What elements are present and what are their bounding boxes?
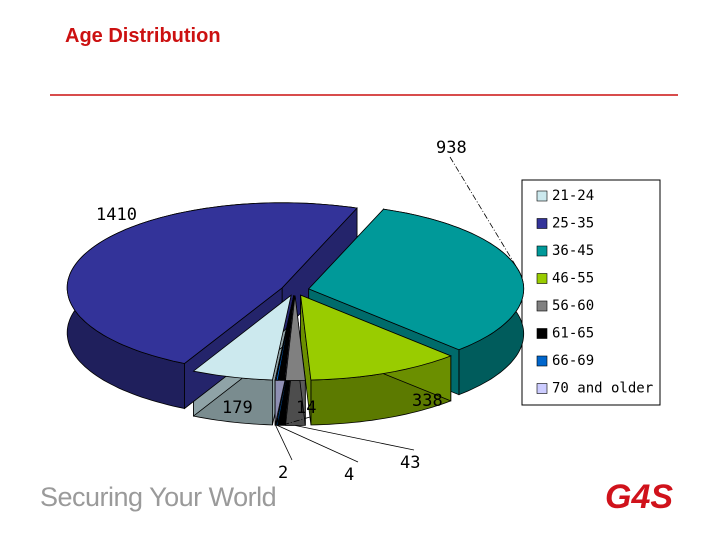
data-label: 938 — [436, 138, 467, 158]
legend-swatch — [536, 328, 548, 339]
leader-line — [295, 425, 415, 451]
legend-label: 36-45 — [552, 243, 594, 259]
logo: G4S — [605, 478, 673, 516]
legend-label: 25-35 — [552, 216, 594, 232]
slice — [192, 294, 292, 381]
legend-label: 70 and older — [552, 381, 653, 397]
legend-label: 56-60 — [552, 298, 594, 314]
data-label: 1410 — [96, 205, 137, 225]
slice — [66, 202, 358, 364]
legend-swatch — [536, 218, 548, 229]
slice — [285, 295, 306, 381]
leader-line — [281, 416, 311, 426]
legend-swatch — [536, 245, 548, 257]
legend-label: 21-24 — [552, 188, 594, 204]
leader-line — [275, 425, 293, 461]
legend-label: 46-55 — [552, 271, 594, 287]
legend-swatch — [536, 355, 548, 367]
slice — [274, 295, 295, 381]
legend-box — [521, 179, 661, 406]
data-label: 179 — [222, 398, 253, 418]
legend-label: 66-69 — [552, 353, 594, 369]
data-label: 14 — [296, 398, 316, 418]
leader-line — [276, 424, 359, 463]
data-label: 43 — [400, 453, 420, 473]
tagline: Securing Your World — [40, 482, 276, 512]
data-label: 338 — [412, 391, 443, 411]
legend-swatch — [536, 190, 548, 202]
leader-line — [449, 156, 520, 272]
legend-swatch — [536, 300, 548, 312]
data-label: 4 — [344, 465, 354, 485]
data-label: 2 — [278, 463, 288, 483]
legend-label: 61-65 — [552, 326, 594, 342]
chart-title: Age Distribution — [65, 25, 221, 47]
legend-swatch — [536, 273, 548, 284]
slice — [300, 294, 452, 381]
legend-swatch — [536, 383, 548, 394]
